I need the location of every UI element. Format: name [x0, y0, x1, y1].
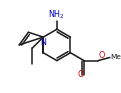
Text: NH$_2$: NH$_2$ — [48, 8, 65, 21]
Text: O: O — [78, 70, 84, 79]
Text: N: N — [40, 38, 46, 47]
Text: O: O — [99, 51, 105, 60]
Text: Me: Me — [110, 54, 121, 60]
